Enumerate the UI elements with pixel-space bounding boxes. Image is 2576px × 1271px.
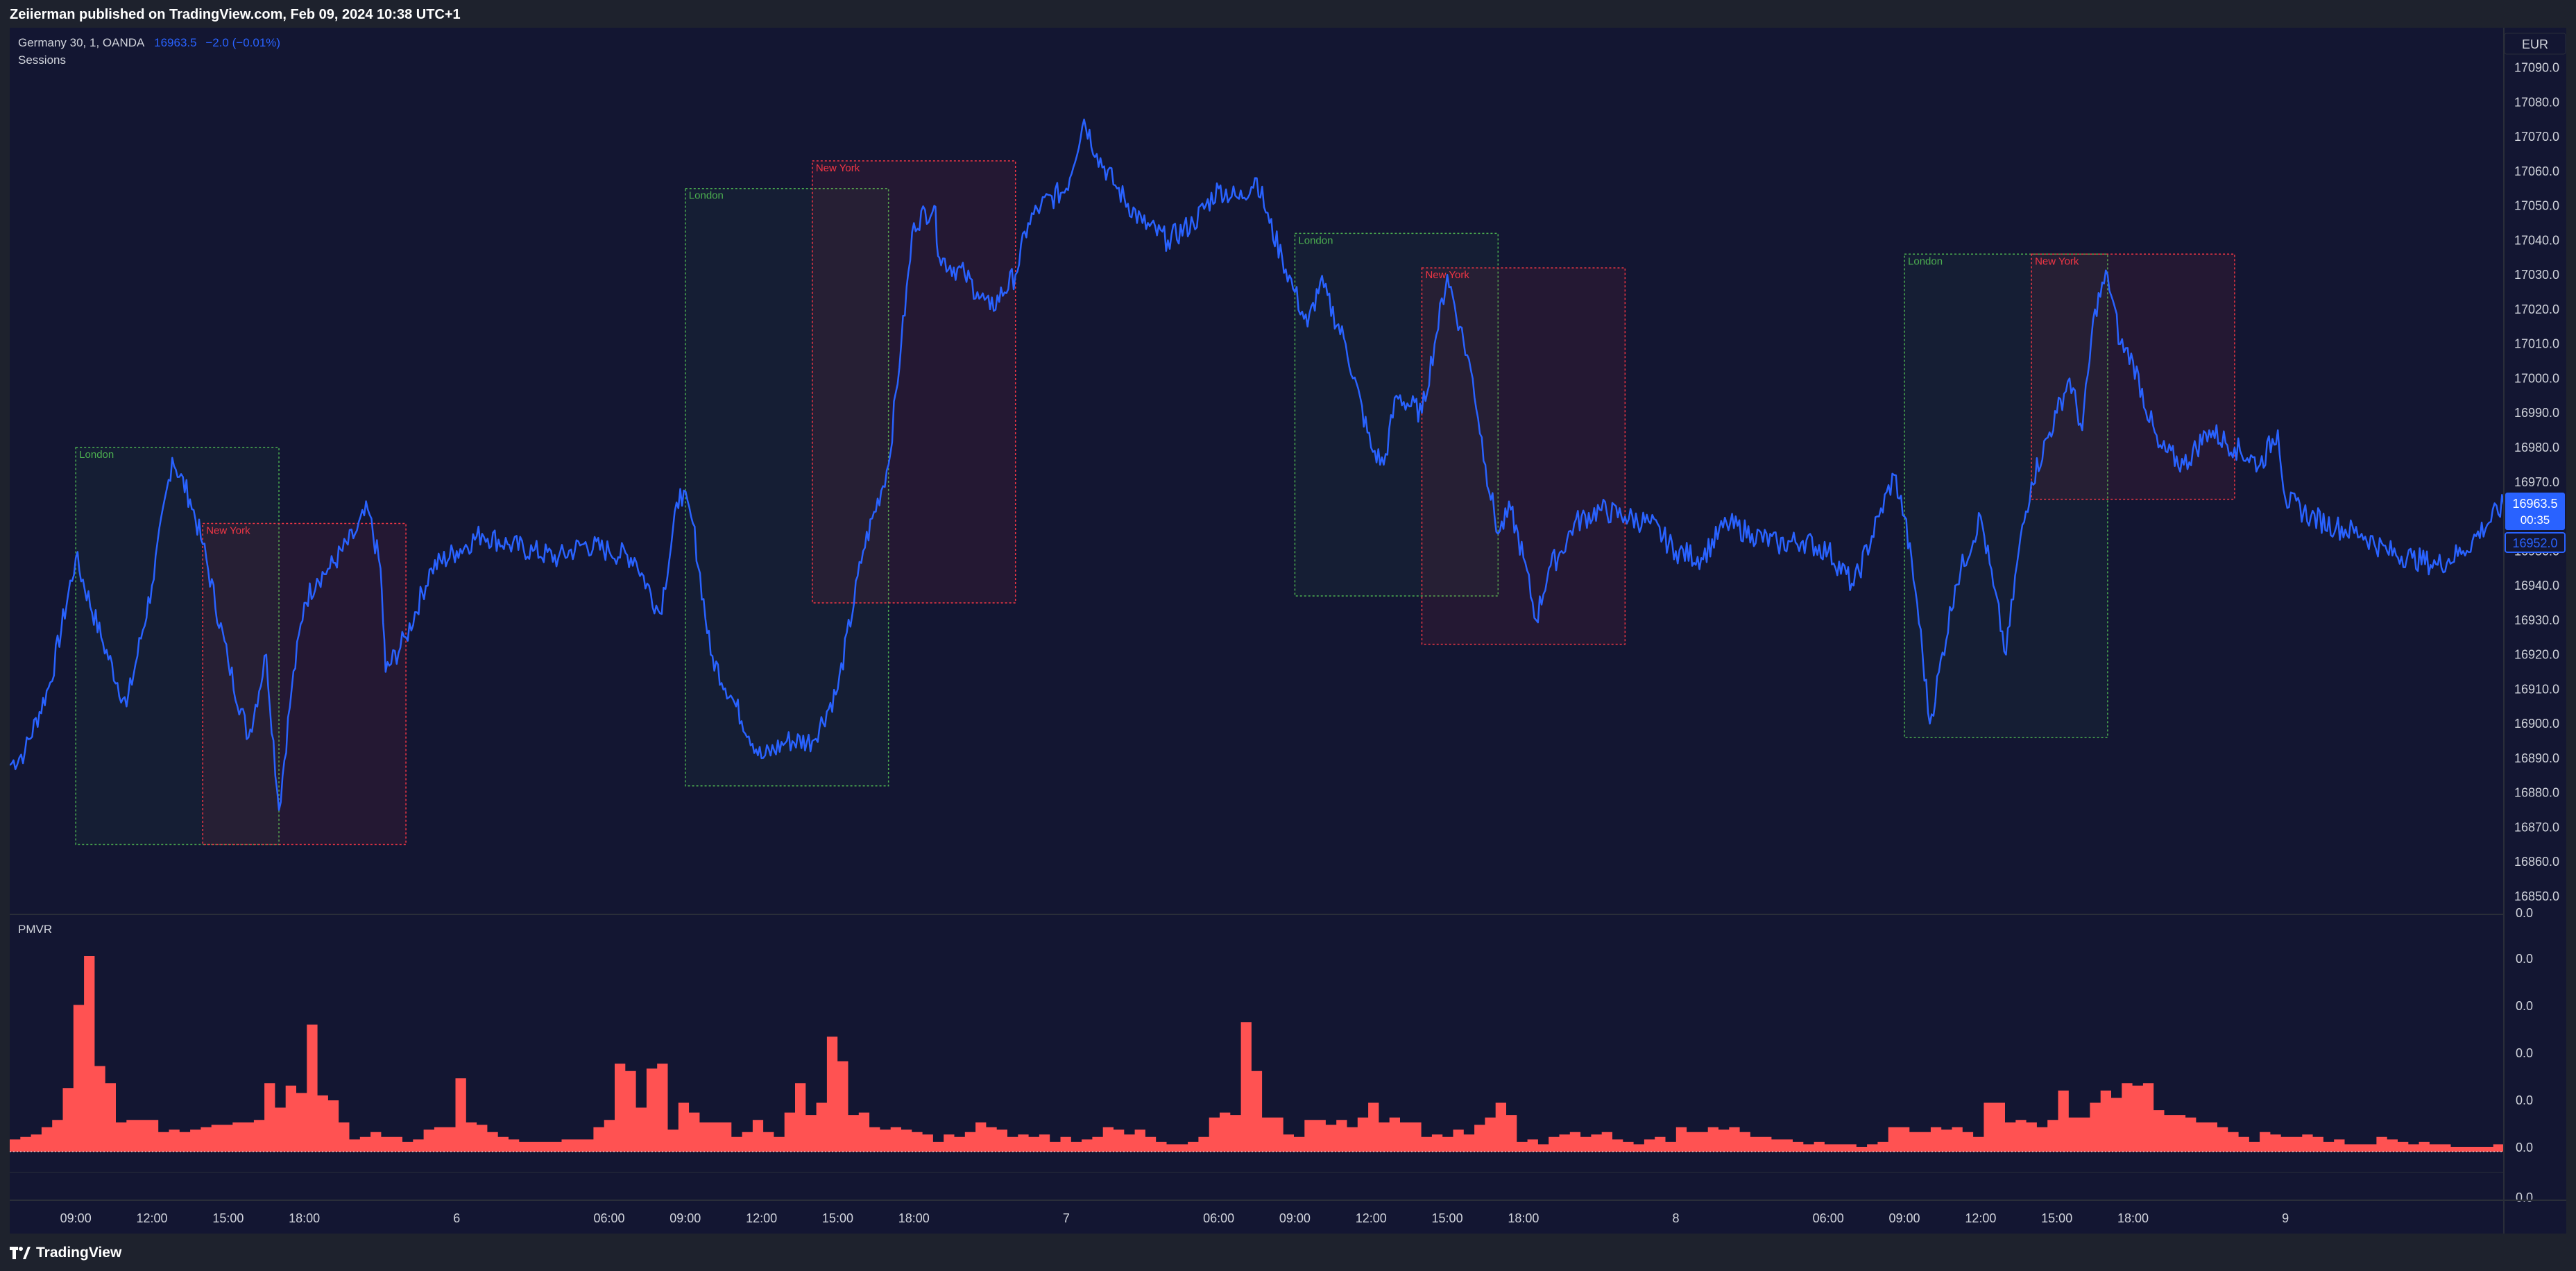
brand-name: TradingView [36,1245,122,1261]
time-tick-label: 09:00 [60,1211,92,1225]
pmvr-tick-label: 0.0 [2516,1191,2533,1204]
bar-countdown: 00:35 [2520,513,2550,527]
time-tick-label: 12:00 [1965,1211,1996,1225]
time-tick-label: 9 [2282,1211,2289,1225]
sessions-layer: London New York London New York London New Yo… [75,160,2235,846]
time-tick-label: 15:00 [822,1211,853,1225]
time-tick-label: 8 [1673,1211,1680,1225]
time-tick-label: 7 [1063,1211,1070,1225]
session-label: London [79,449,114,461]
time-tick-label: 18:00 [2117,1211,2149,1225]
price-tick-label: 17010.0 [2514,337,2559,351]
price-tick-label: 17000.0 [2514,371,2559,385]
time-axis: 09:00 12:00 15:00 18:00 6 06:00 09:00 12:00 15:0… [60,1211,2289,1225]
secondary-price-badge [2505,532,2566,553]
symbol-name: Germany 30, 1, OANDA [18,36,144,49]
session-label: New York [2035,255,2079,267]
time-tick-label: 09:00 [1279,1211,1311,1225]
subpane-legend[interactable]: PMVR [18,923,52,937]
time-tick-label: 18:00 [1508,1211,1539,1225]
session-label: London [1908,255,1943,267]
session-box-london [1904,253,2108,738]
price-tick-label: 16930.0 [2514,613,2559,627]
price-axis: 17090.0 17080.0 17070.0 17060.0 17050.0 17040… [2514,61,2559,904]
price-tick-label: 16860.0 [2514,855,2559,869]
currency-button[interactable] [2504,33,2566,55]
last-price-badge [2505,493,2565,530]
price-tick-label: 17050.0 [2514,199,2559,213]
pmvr-tick-label: 0.0 [2516,906,2533,920]
session-box-new-york [812,160,1016,604]
time-tick-label: 06:00 [1203,1211,1234,1225]
price-tick-label: 17060.0 [2514,164,2559,178]
publish-line: Zeiierman published on TradingView.com, … [10,7,461,22]
session-label: New York [206,524,250,536]
time-tick-label: 18:00 [289,1211,320,1225]
subpane-title: PMVR [18,923,53,936]
pmvr-layer [10,956,2504,1152]
session-box-new-york [1421,267,1626,645]
session-box-new-york [202,522,407,846]
price-line [10,118,2505,811]
time-tick-label: 06:00 [593,1211,624,1225]
price-tick-label: 16880.0 [2514,786,2559,800]
session-label: New York [816,162,860,174]
price-tick-label: 16920.0 [2514,648,2559,662]
time-tick-label: 15:00 [1432,1211,1463,1225]
secondary-price-value: 16952.0 [2512,536,2557,550]
price-tick-label: 16870.0 [2514,820,2559,834]
session-box-new-york [2031,253,2235,500]
price-tick-label: 17070.0 [2514,130,2559,144]
time-tick-label: 18:00 [898,1211,930,1225]
pmvr-tick-label: 0.0 [2516,1093,2533,1107]
pmvr-area [10,956,2504,1152]
pmvr-tick-label: 0.0 [2516,1046,2533,1060]
tradingview-logo[interactable]: TradingView [10,1244,121,1262]
time-tick-label: 06:00 [1813,1211,1844,1225]
price-tick-label: 17020.0 [2514,302,2559,316]
session-box-london [685,187,889,787]
time-tick-label: 12:00 [746,1211,777,1225]
price-tick-label: 16900.0 [2514,717,2559,731]
price-tick-label: 17090.0 [2514,61,2559,75]
last-price-badge-value: 16963.5 [2512,497,2557,511]
time-tick-label: 6 [453,1211,460,1225]
price-tick-label: 17040.0 [2514,233,2559,247]
time-tick-label: 09:00 [1889,1211,1920,1225]
price-layer [10,118,2505,811]
indicator-legend[interactable]: Sessions [18,53,66,67]
price-tick-label: 16970.0 [2514,475,2559,489]
time-tick-label: 15:00 [212,1211,244,1225]
price-tick-label: 16850.0 [2514,889,2559,903]
session-box-london [75,447,280,846]
publish-header: Zeiierman published on TradingView.com, … [0,0,2576,28]
price-tick-label: 16980.0 [2514,441,2559,454]
price-tick-label: 16910.0 [2514,682,2559,696]
footer: TradingView [0,1234,2576,1271]
session-label: London [1298,234,1333,246]
symbol-legend[interactable]: Germany 30, 1, OANDA 16963.5 −2.0 (−0.01… [18,36,280,50]
time-tick-label: 12:00 [136,1211,167,1225]
time-tick-label: 12:00 [1356,1211,1387,1225]
pmvr-axis: 0.0 0.0 0.0 0.0 0.0 0.0 0.0 [2516,906,2533,1204]
currency-label: EUR [2522,37,2548,51]
price-tick-label: 17030.0 [2514,268,2559,282]
indicator-name: Sessions [18,53,66,67]
pmvr-tick-label: 0.0 [2516,1141,2533,1154]
price-tick-label: 16990.0 [2514,406,2559,420]
legend-change: −2.0 (−0.01%) [205,36,281,49]
tradingview-logo-icon [10,1247,31,1259]
session-label: London [689,190,724,202]
time-tick-label: 15:00 [2041,1211,2072,1225]
pmvr-tick-label: 0.0 [2516,952,2533,966]
chart-frame[interactable]: London New York London New York London New Yo… [10,28,2566,1234]
price-tick-label: 16940.0 [2514,579,2559,592]
chart-canvas[interactable]: London New York London New York London New Yo… [10,28,2566,1234]
price-tick-label: 17080.0 [2514,95,2559,109]
price-tick-label: 16890.0 [2514,751,2559,765]
time-tick-label: 09:00 [669,1211,701,1225]
legend-last-price: 16963.5 [154,36,197,49]
pmvr-tick-label: 0.0 [2516,999,2533,1013]
price-scale[interactable] [2504,28,2566,1234]
